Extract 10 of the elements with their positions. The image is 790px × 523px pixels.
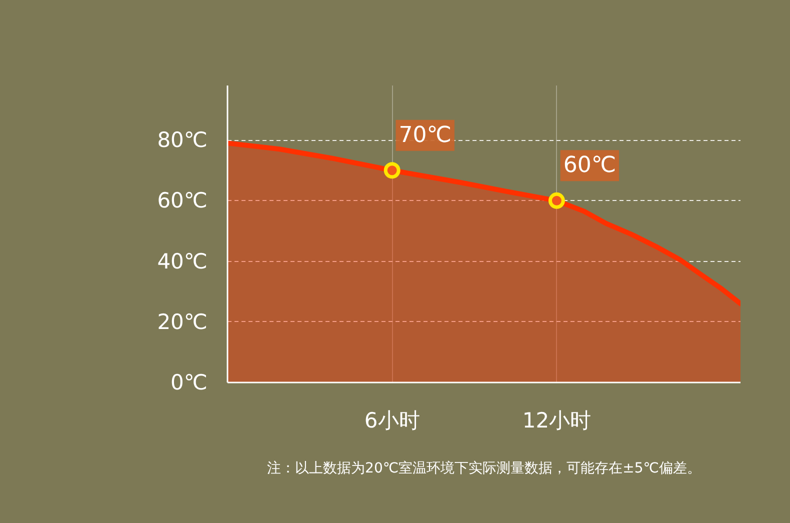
y-tick-label: 40℃ [157, 249, 208, 274]
x-tick-label: 6小时 [364, 408, 420, 432]
text: 注：以上数据为20℃室温环境下实际测量数据，可能存在±5℃偏差。 [267, 460, 701, 476]
x-tick-label: 12小时 [522, 408, 592, 432]
y-tick-label: 0℃ [170, 370, 208, 394]
annotation: 60℃ [563, 153, 616, 178]
y-tick-label: 60℃ [157, 188, 208, 213]
y-tick-label: 80℃ [157, 128, 208, 152]
y-tick-label: 20℃ [157, 310, 208, 334]
annotation: 70℃ [398, 122, 452, 148]
